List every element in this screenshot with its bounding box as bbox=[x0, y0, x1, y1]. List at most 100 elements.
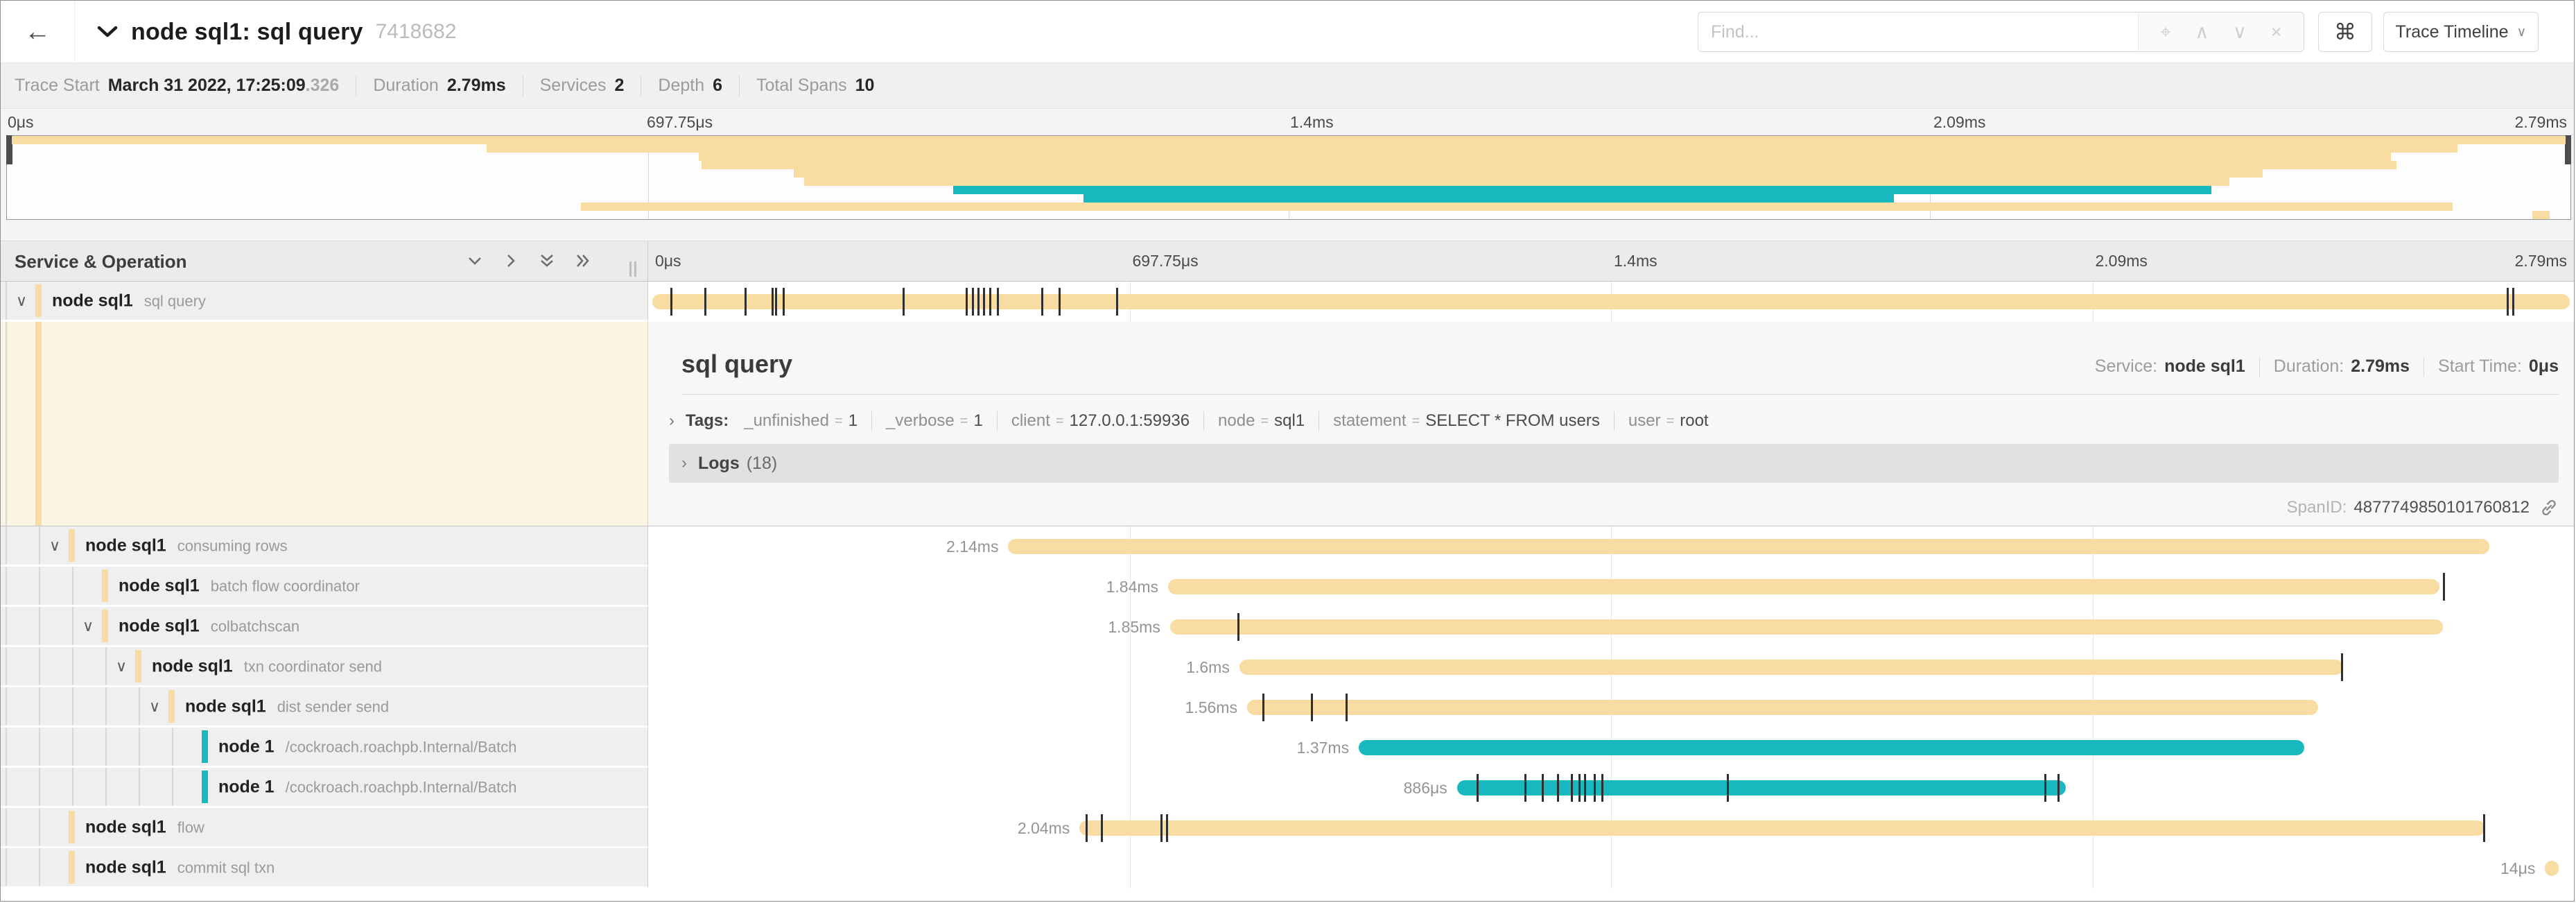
span-color-stripe bbox=[69, 851, 75, 884]
clear-search-icon[interactable]: × bbox=[2270, 21, 2282, 42]
summary-value: 2 bbox=[614, 76, 625, 95]
span-name-cell[interactable]: ∨ node sql1 dist sender send bbox=[1, 687, 648, 728]
expand-all-icon[interactable] bbox=[574, 252, 592, 270]
span-bar[interactable] bbox=[2545, 861, 2559, 876]
span-timeline-cell[interactable] bbox=[648, 282, 2574, 322]
collapse-one-icon[interactable] bbox=[466, 252, 484, 270]
tag-key: node bbox=[1218, 411, 1255, 430]
timeline-ruler: 0μs 697.75μs 1.4ms 2.09ms 2.79ms bbox=[648, 241, 2574, 281]
collapse-chevron-icon[interactable] bbox=[96, 25, 119, 39]
span-name-cell[interactable]: node sql1 commit sql txn bbox=[1, 848, 648, 888]
minimap-span-bar bbox=[794, 169, 2263, 178]
span-bar[interactable] bbox=[1079, 820, 2486, 836]
span-bar[interactable] bbox=[1008, 539, 2489, 554]
collapse-all-icon[interactable] bbox=[538, 252, 556, 270]
span-name-cell[interactable]: node 1/cockroach.roachpb.Internal/Batch bbox=[1, 728, 648, 768]
operation-name: /cockroach.roachpb.Internal/Batch bbox=[285, 778, 517, 796]
span-bar[interactable] bbox=[1168, 579, 2439, 594]
next-match-icon[interactable]: ∨ bbox=[2233, 21, 2247, 42]
keyboard-shortcuts-button[interactable]: ⌘ bbox=[2318, 12, 2372, 52]
span-id-label: SpanID: bbox=[2286, 498, 2347, 517]
timeline-minimap[interactable] bbox=[6, 135, 2571, 220]
meta-value: 2.79ms bbox=[2351, 356, 2410, 376]
log-event-tick bbox=[1262, 694, 1265, 721]
timeline-gridline bbox=[1129, 607, 1131, 647]
span-name-cell[interactable]: ∨ node sql1 consuming rows bbox=[1, 526, 648, 567]
span-bar[interactable] bbox=[1359, 740, 2305, 755]
span-name-cell[interactable]: node sql1 batch flow coordinator bbox=[1, 567, 648, 607]
tag-item: client = 127.0.0.1:59936 bbox=[1011, 411, 1190, 431]
tag-item: _unfinished = 1 bbox=[744, 411, 858, 431]
span-bar[interactable] bbox=[652, 294, 2570, 309]
span-bar[interactable] bbox=[1169, 619, 2444, 635]
span-bar[interactable] bbox=[1239, 660, 2343, 675]
divider bbox=[2423, 356, 2425, 377]
tags-label: Tags: bbox=[686, 411, 729, 430]
trace-view-selector[interactable]: Trace Timeline ∨ bbox=[2383, 12, 2539, 52]
operation-name: flow bbox=[177, 818, 204, 836]
minimap-span-bar bbox=[1084, 194, 1894, 203]
span-timeline-cell[interactable]: 1.37ms bbox=[648, 728, 2574, 768]
row-chevron-icon[interactable]: ∨ bbox=[49, 536, 61, 554]
meta-label: Duration: bbox=[2273, 356, 2344, 376]
span-timeline-cell[interactable]: 2.04ms bbox=[648, 808, 2574, 848]
log-event-tick bbox=[1578, 774, 1581, 802]
log-event-tick bbox=[1557, 774, 1560, 802]
range-handle-right[interactable] bbox=[2565, 135, 2571, 164]
span-timeline-cell[interactable]: 14μs bbox=[648, 848, 2574, 888]
span-bar[interactable] bbox=[1246, 700, 2318, 715]
row-chevron-icon[interactable]: ∨ bbox=[16, 291, 28, 309]
log-event-tick bbox=[1116, 288, 1119, 316]
row-chevron-icon[interactable]: ∨ bbox=[149, 697, 161, 715]
summary-value: March 31 2022, 17:25:09 bbox=[107, 76, 306, 95]
match-case-icon[interactable]: ⌖ bbox=[2160, 21, 2171, 42]
span-timeline-cell[interactable]: 1.85ms bbox=[648, 607, 2574, 647]
logs-accordion[interactable]: › Logs (18) bbox=[669, 444, 2559, 483]
span-row: ∨ node sql1 sql query bbox=[1, 282, 2574, 322]
row-chevron-icon[interactable]: ∨ bbox=[116, 657, 128, 675]
minimap-span-bar bbox=[581, 203, 2453, 211]
command-icon: ⌘ bbox=[2334, 19, 2356, 44]
copy-link-icon[interactable] bbox=[2539, 498, 2559, 517]
prev-match-icon[interactable]: ∧ bbox=[2195, 21, 2209, 42]
find-input[interactable] bbox=[1698, 12, 2138, 52]
divider bbox=[1203, 411, 1205, 431]
span-timeline-cell[interactable]: 2.14ms bbox=[648, 526, 2574, 567]
span-timeline-cell[interactable]: 1.84ms bbox=[648, 567, 2574, 607]
span-name-cell[interactable]: ∨ node sql1 sql query bbox=[1, 282, 648, 322]
log-event-tick bbox=[1041, 288, 1043, 316]
equals-sign: = bbox=[835, 413, 843, 429]
span-name-cell[interactable]: ∨ node sql1 colbatchscan bbox=[1, 607, 648, 647]
span-name-cell[interactable]: node 1/cockroach.roachpb.Internal/Batch bbox=[1, 768, 648, 808]
range-handle-left[interactable] bbox=[6, 135, 12, 164]
ruler-tick-label: 0μs bbox=[655, 252, 681, 270]
ruler-tick-label: 697.75μs bbox=[647, 113, 713, 131]
span-row: node sql1 flow 2.04ms bbox=[1, 808, 2574, 848]
indent-guide bbox=[6, 567, 7, 605]
span-timeline-cell[interactable]: 886μs bbox=[648, 768, 2574, 808]
span-color-stripe bbox=[35, 284, 42, 317]
operation-name: /cockroach.roachpb.Internal/Batch bbox=[285, 738, 517, 755]
span-name-cell[interactable]: node sql1 flow bbox=[1, 808, 648, 848]
span-bar[interactable] bbox=[1456, 780, 2066, 796]
indent-guide bbox=[39, 768, 40, 806]
log-event-tick bbox=[2044, 774, 2047, 802]
indent-guide bbox=[105, 687, 107, 725]
back-button[interactable]: ← bbox=[1, 1, 75, 63]
divider bbox=[871, 411, 873, 431]
span-timeline-cell[interactable]: 1.6ms bbox=[648, 647, 2574, 687]
span-timeline-cell[interactable]: 1.56ms bbox=[648, 687, 2574, 728]
tags-accordion[interactable]: › Tags: _unfinished = 1 _verbose = 1 client = 12… bbox=[669, 405, 2559, 437]
service-name: node sql1 colbatchscan bbox=[119, 616, 300, 635]
log-event-tick bbox=[775, 288, 778, 316]
trace-summary-bar: Trace Start March 31 2022, 17:25:09.326 Du… bbox=[1, 63, 2574, 109]
log-event-tick bbox=[989, 288, 991, 316]
row-chevron-icon[interactable]: ∨ bbox=[82, 617, 94, 635]
column-resizer[interactable] bbox=[629, 261, 636, 277]
divider bbox=[996, 411, 998, 431]
meta-value: 0μs bbox=[2528, 356, 2559, 376]
span-row: ∨ node sql1 dist sender send 1.56ms bbox=[1, 687, 2574, 728]
expand-one-icon[interactable] bbox=[502, 252, 520, 270]
span-name-cell[interactable]: ∨ node sql1 txn coordinator send bbox=[1, 647, 648, 687]
